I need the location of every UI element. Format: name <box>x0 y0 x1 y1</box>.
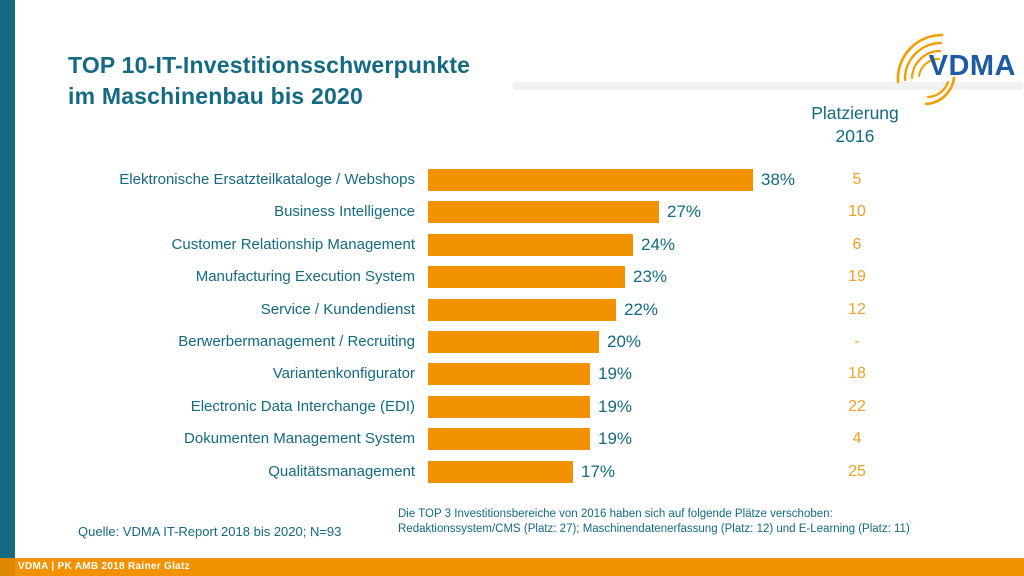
value-bar <box>428 428 590 450</box>
value-label: 27% <box>667 202 702 221</box>
value-label: 19% <box>598 429 633 448</box>
chart-row: Manufacturing Execution System 23% 19 <box>0 261 1024 293</box>
value-bar <box>428 169 753 191</box>
placement-2016-value: 10 <box>848 203 866 220</box>
value-label: 22% <box>624 300 659 319</box>
chart-row: Electronic Data Interchange (EDI) 19% 22 <box>0 391 1024 423</box>
value-label: 23% <box>633 267 668 286</box>
placement-2016-value: 19 <box>848 268 866 285</box>
page-title-line1: TOP 10-IT-Investitionsschwerpunkte <box>68 52 471 78</box>
category-label: Business Intelligence <box>274 203 415 220</box>
value-bar <box>428 299 616 321</box>
chart-row: Customer Relationship Management 24% 6 <box>0 229 1024 261</box>
value-label: 17% <box>581 462 616 481</box>
category-label: Dokumenten Management System <box>184 430 415 447</box>
placement-2016-value: 25 <box>848 463 866 480</box>
vdma-logo: VDMA <box>876 16 1016 112</box>
placement-2016-value: 5 <box>852 171 862 188</box>
value-bar <box>428 461 573 483</box>
placement-2016-value: 18 <box>848 365 866 382</box>
category-label: Service / Kundendienst <box>260 301 415 318</box>
category-label: Manufacturing Execution System <box>195 268 415 285</box>
divider-band <box>512 82 1024 90</box>
value-bar <box>428 201 659 223</box>
category-label: Customer Relationship Management <box>171 236 415 253</box>
page-title-line2: im Maschinenbau bis 2020 <box>68 83 363 109</box>
placement-2016-value: 22 <box>848 398 866 415</box>
category-label: Qualitätsmanagement <box>268 463 415 480</box>
value-label: 20% <box>607 332 642 351</box>
placement-column-header: Platzierung 2016 <box>790 102 920 148</box>
footnote-line2: Redaktionssystem/CMS (Platz: 27); Maschi… <box>398 523 910 535</box>
value-bar <box>428 363 590 385</box>
chart-row: Variantenkonfigurator 19% 18 <box>0 358 1024 390</box>
value-bar <box>428 266 625 288</box>
placement-2016-value: - <box>854 333 860 350</box>
placement-2016-value: 4 <box>852 430 862 447</box>
category-label: Electronic Data Interchange (EDI) <box>190 398 415 415</box>
value-bar <box>428 331 599 353</box>
bar-chart: Elektronische Ersatzteilkataloge / Websh… <box>0 164 1024 488</box>
placement-header-line2: 2016 <box>835 126 875 146</box>
footer-corner-block <box>0 558 15 576</box>
chart-row: Service / Kundendienst 22% 12 <box>0 294 1024 326</box>
vdma-logo-arcs-icon <box>896 33 956 106</box>
placement-2016-value: 6 <box>852 236 862 253</box>
vdma-logo-text: VDMA <box>928 50 1016 82</box>
value-label: 24% <box>641 235 676 254</box>
footnote-line1: Die TOP 3 Investitionsbereiche von 2016 … <box>398 508 833 520</box>
placement-header-line1: Platzierung <box>811 103 899 123</box>
chart-row: Berwerbermanagement / Recruiting 20% - <box>0 326 1024 358</box>
value-bar <box>428 234 633 256</box>
value-label: 19% <box>598 397 633 416</box>
category-label: Elektronische Ersatzteilkataloge / Websh… <box>119 171 415 188</box>
category-label: Variantenkonfigurator <box>272 365 415 382</box>
chart-row: Business Intelligence 27% 10 <box>0 196 1024 228</box>
value-label: 38% <box>761 170 796 189</box>
footer-text: VDMA | PK AMB 2018 Rainer Glatz <box>18 561 190 572</box>
value-label: 19% <box>598 364 633 383</box>
placement-2016-value: 12 <box>848 301 866 318</box>
left-accent-stripe <box>0 0 15 558</box>
footer-bar: VDMA | PK AMB 2018 Rainer Glatz <box>0 558 1024 576</box>
value-bar <box>428 396 590 418</box>
source-note: Quelle: VDMA IT-Report 2018 bis 2020; N=… <box>78 524 342 539</box>
chart-row: Dokumenten Management System 19% 4 <box>0 423 1024 455</box>
chart-row: Qualitätsmanagement 17% 25 <box>0 456 1024 488</box>
footnote: Die TOP 3 Investitionsbereiche von 2016 … <box>398 507 998 537</box>
page-title: TOP 10-IT-Investitionsschwerpunkte im Ma… <box>68 50 470 112</box>
category-label: Berwerbermanagement / Recruiting <box>178 333 415 350</box>
chart-row: Elektronische Ersatzteilkataloge / Websh… <box>0 164 1024 196</box>
